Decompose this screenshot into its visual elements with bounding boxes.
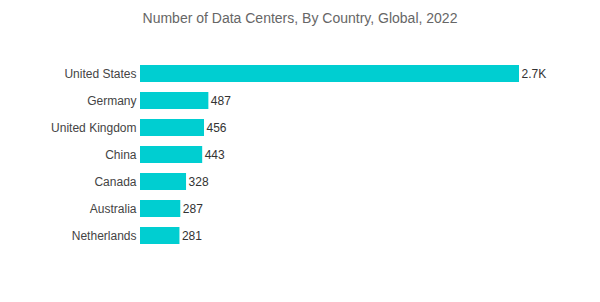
svg-text:Australia: Australia [90,202,137,216]
svg-text:Canada: Canada [94,175,136,189]
svg-text:328: 328 [189,175,209,189]
svg-text:Netherlands: Netherlands [72,229,137,243]
svg-text:443: 443 [205,148,225,162]
svg-text:United States: United States [64,67,136,81]
svg-text:487: 487 [211,94,231,108]
svg-text:Germany: Germany [87,94,136,108]
html-text:Number of Data Centers, By Cou: Number of Data Centers, By Country, Glob… [142,10,458,26]
svg-text:281: 281 [182,229,202,243]
svg-text:China: China [105,148,137,162]
svg-text:2.7K: 2.7K [522,67,547,81]
svg-text:United Kingdom: United Kingdom [51,121,136,135]
svg-text:287: 287 [183,202,203,216]
svg-text:456: 456 [207,121,227,135]
